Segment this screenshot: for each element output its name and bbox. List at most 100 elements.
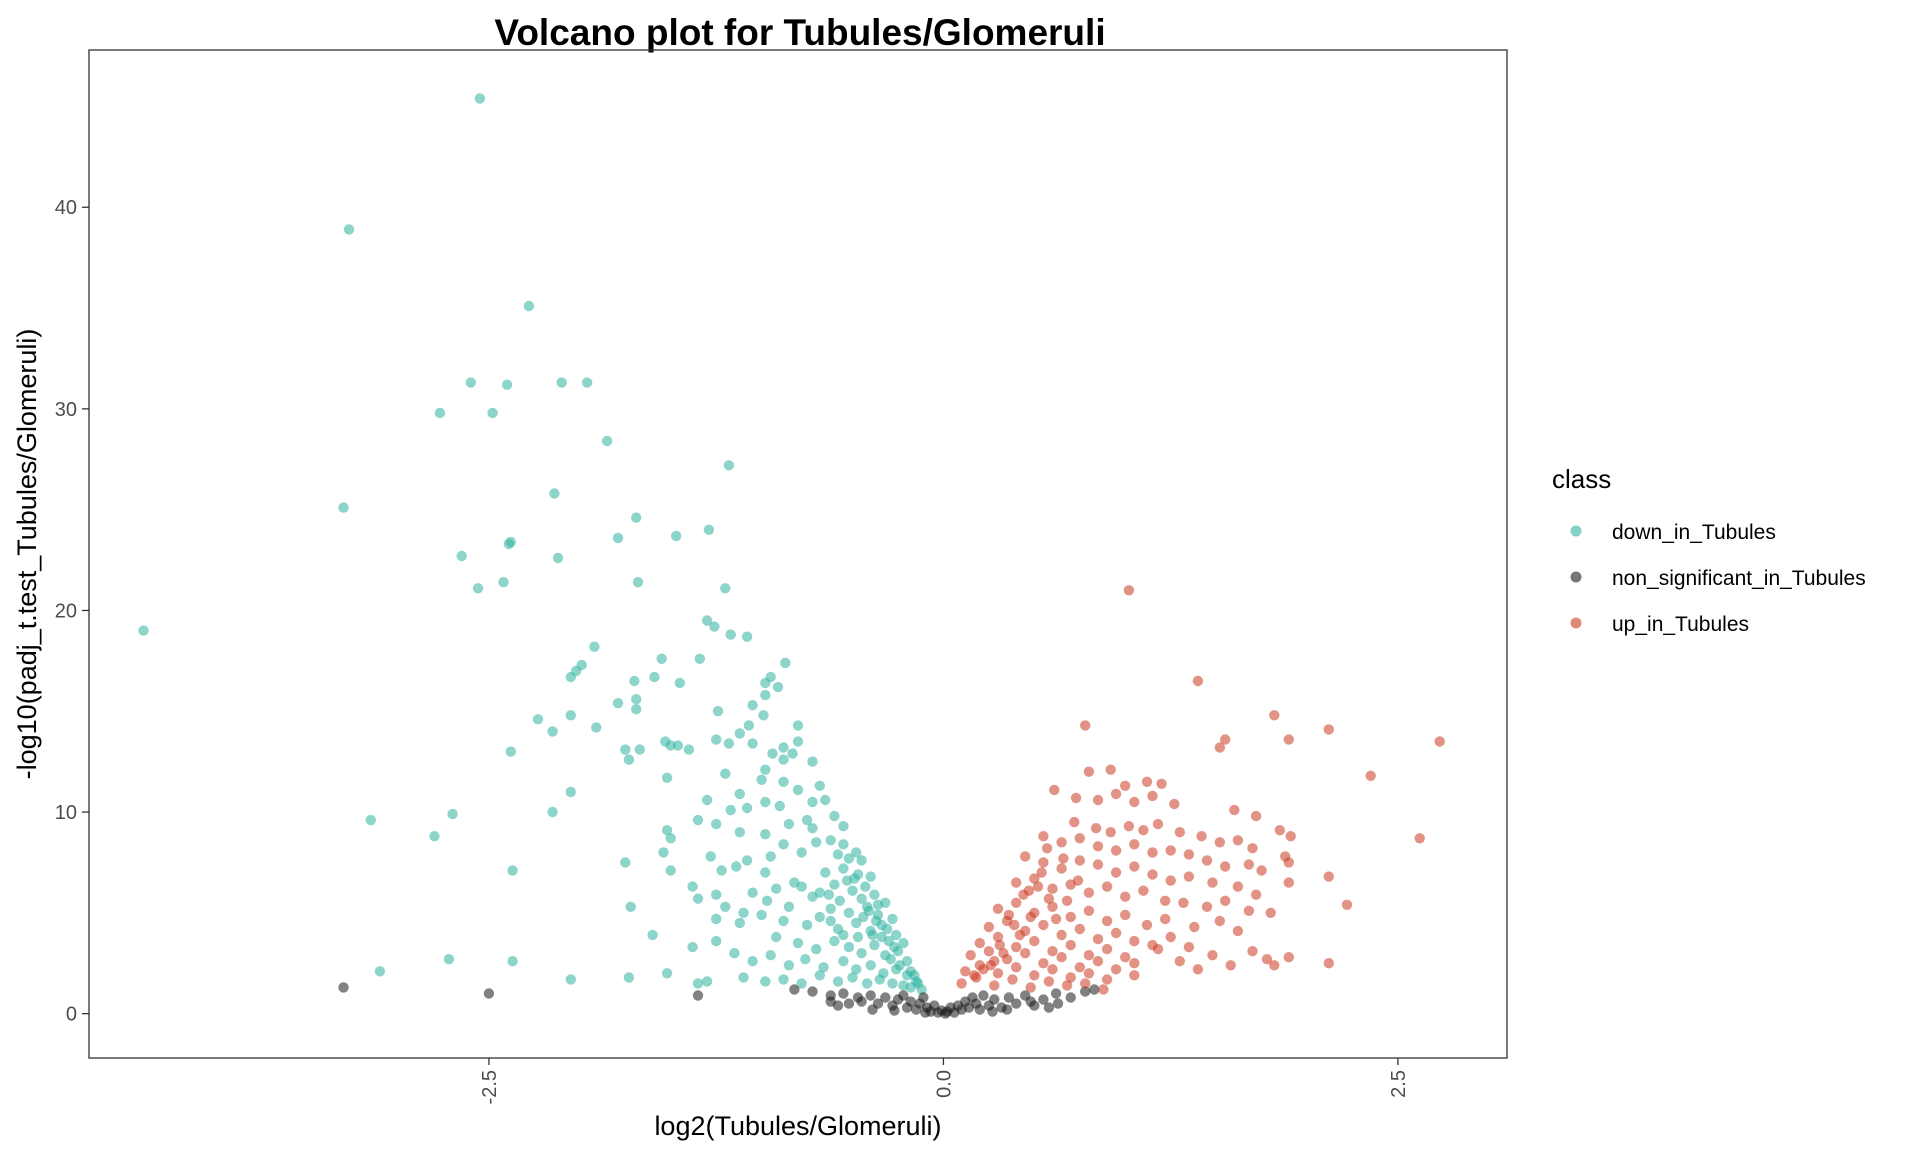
point-0-83 (760, 796, 771, 808)
point-0-173 (443, 954, 455, 965)
point-0-105 (658, 847, 669, 858)
point-0-138 (738, 907, 749, 918)
point-2-117 (1152, 943, 1164, 955)
point-0-96 (692, 814, 704, 826)
point-0-45 (631, 704, 642, 715)
point-0-47 (747, 700, 758, 711)
point-1-37 (978, 990, 989, 1001)
point-0-177 (765, 950, 776, 961)
point-0-14 (631, 512, 642, 523)
point-0-29 (741, 631, 753, 642)
point-2-34 (1196, 831, 1207, 842)
point-2-124 (965, 950, 976, 961)
point-1-52 (889, 1005, 900, 1016)
point-0-39 (780, 657, 791, 669)
point-0-139 (761, 895, 773, 906)
point-2-152 (1043, 976, 1055, 987)
point-0-30 (589, 641, 600, 652)
point-0-72 (661, 772, 673, 783)
point-0-78 (756, 774, 767, 785)
point-2-57 (1092, 859, 1104, 870)
point-2-28 (1090, 823, 1102, 834)
point-0-231 (881, 923, 893, 935)
point-0-161 (687, 941, 698, 953)
point-0-57 (792, 736, 804, 747)
x-tick-label: -2.5 (479, 1070, 501, 1104)
point-0-74 (778, 754, 789, 765)
point-2-62 (1183, 871, 1195, 882)
point-0-19 (703, 524, 715, 535)
point-0-193 (701, 976, 713, 987)
point-0-12 (723, 460, 735, 471)
point-0-108 (741, 855, 753, 866)
point-2-87 (1065, 911, 1076, 923)
point-0-122 (820, 867, 831, 878)
point-0-98 (734, 827, 745, 838)
point-0-180 (818, 962, 829, 973)
point-0-94 (661, 825, 673, 836)
point-2-102 (1092, 933, 1104, 945)
point-0-33 (565, 671, 576, 683)
point-0-52 (591, 722, 602, 733)
point-2-37 (1247, 843, 1258, 854)
legend: class down_in_Tubules non_significant_in… (1552, 464, 1866, 636)
x-axis: -2.5 0.0 2.5 (479, 1058, 1410, 1104)
point-2-23 (1250, 810, 1262, 822)
point-2-104 (1129, 935, 1140, 947)
point-0-158 (891, 929, 902, 941)
point-2-143 (1065, 972, 1076, 983)
point-1-53 (987, 1006, 998, 1017)
point-0-73 (565, 786, 576, 798)
y-tick-label: 10 (55, 802, 77, 824)
point-2-175 (1072, 875, 1084, 886)
point-0-4 (138, 625, 149, 636)
point-0-226 (912, 978, 924, 989)
point-2-14 (1156, 778, 1167, 789)
point-0-152 (801, 919, 813, 931)
point-2-135 (1225, 960, 1236, 971)
point-0-23 (472, 583, 484, 594)
point-2-40 (1056, 837, 1067, 848)
point-0-218 (823, 889, 835, 900)
point-1-54 (1001, 1004, 1013, 1015)
legend-key-down (1570, 525, 1582, 537)
point-1-57 (1025, 996, 1036, 1007)
point-0-48 (712, 706, 724, 717)
point-2-63 (1207, 877, 1218, 888)
point-2-118 (1174, 956, 1186, 967)
point-0-49 (758, 710, 769, 721)
point-2-60 (1147, 869, 1158, 880)
point-2-5 (1214, 742, 1226, 753)
point-2-96 (983, 921, 995, 933)
point-2-49 (1220, 861, 1231, 872)
point-1-2 (692, 990, 704, 1001)
point-0-148 (711, 913, 722, 925)
point-0-112 (811, 837, 822, 848)
point-2-174 (1061, 895, 1073, 906)
point-0-77 (720, 768, 731, 779)
point-0-153 (814, 911, 825, 923)
point-2-136 (1269, 960, 1280, 971)
point-0-8 (581, 377, 593, 388)
point-0-87 (820, 794, 831, 806)
point-0-51 (565, 710, 576, 721)
y-tick-label: 30 (55, 399, 77, 421)
point-0-84 (741, 802, 753, 814)
point-2-89 (1101, 915, 1113, 927)
point-0-21 (552, 552, 564, 564)
point-0-211 (860, 881, 871, 892)
point-0-6 (501, 379, 513, 390)
point-2-26 (1414, 833, 1425, 844)
legend-key-up (1570, 617, 1582, 629)
x-tick-label: 0.0 (933, 1070, 955, 1098)
point-0-5 (465, 377, 476, 388)
point-2-139 (992, 968, 1004, 979)
point-2-131 (1092, 956, 1104, 967)
point-0-69 (620, 744, 631, 755)
point-0-123 (838, 863, 849, 874)
point-0-38 (674, 677, 685, 689)
point-2-116 (1120, 952, 1131, 963)
point-0-42 (772, 681, 784, 693)
point-2-140 (1011, 962, 1022, 973)
